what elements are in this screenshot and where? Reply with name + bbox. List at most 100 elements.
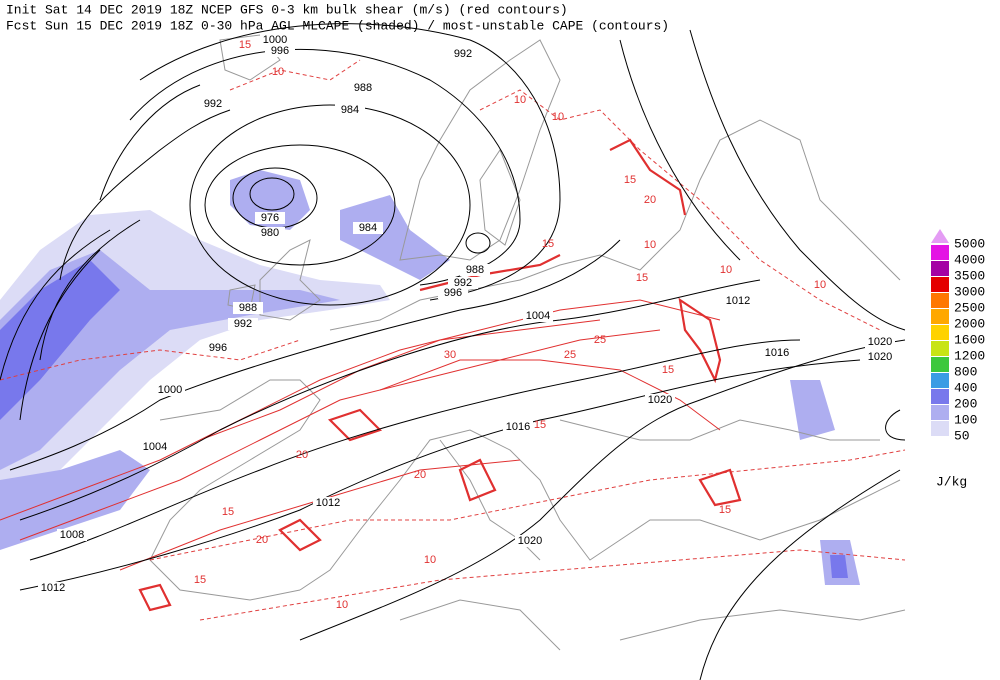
pressure-label: 988	[354, 82, 372, 94]
label-bg	[645, 394, 675, 406]
legend-swatch	[931, 229, 949, 243]
legend-swatch	[931, 357, 949, 372]
legend-label: 800	[954, 364, 977, 379]
pressure-label: 992	[234, 318, 252, 330]
label-bg	[503, 421, 533, 433]
shear-label: 15	[719, 504, 731, 516]
shear-label: 20	[256, 534, 268, 546]
isobars	[0, 23, 906, 680]
shear-label: 10	[720, 264, 732, 276]
pressure-label: 1004	[143, 441, 167, 453]
legend-swatch	[931, 325, 949, 340]
shear-contours	[0, 299, 721, 571]
pressure-label: 992	[454, 277, 472, 289]
label-bg	[313, 497, 343, 509]
pressure-label: 1008	[60, 529, 84, 541]
pressure-label: 1000	[158, 384, 182, 396]
legend-label: 3000	[954, 284, 985, 299]
pressure-label: 1012	[316, 497, 340, 509]
label-bg	[255, 227, 285, 239]
label-bg	[265, 45, 295, 57]
shear-label: 15	[222, 506, 234, 518]
label-bg	[348, 82, 378, 94]
legend-swatch	[931, 293, 949, 308]
pressure-label: 1020	[868, 336, 892, 348]
label-bg	[723, 295, 753, 307]
legend-swatch	[931, 373, 949, 388]
pressure-label: 1016	[765, 347, 789, 359]
shear-label: 25	[594, 334, 606, 346]
pressure-label: 992	[204, 98, 222, 110]
header-line1: Init Sat 14 DEC 2019 18Z NCEP GFS 0-3 km…	[6, 2, 568, 17]
label-bg	[255, 212, 285, 224]
legend-swatch	[931, 421, 949, 436]
pressure-label: 984	[341, 104, 359, 116]
label-bg	[865, 351, 895, 363]
legend-swatch	[931, 405, 949, 420]
pressure-label: 1012	[726, 295, 750, 307]
shear-label: 10	[514, 94, 526, 106]
pressure-label: 988	[239, 302, 257, 314]
shear-label: 15	[636, 272, 648, 284]
shear-label: 15	[542, 238, 554, 250]
shear-label: 25	[564, 349, 576, 361]
pressure-label: 976	[261, 212, 279, 224]
legend-label: 4000	[954, 252, 985, 267]
label-bg	[38, 582, 68, 594]
label-bg	[335, 104, 365, 116]
pressure-label: 1020	[518, 535, 542, 547]
legend-label: 1200	[954, 348, 985, 363]
shear-label: 15	[662, 364, 674, 376]
shear-labels: 15 10 10 15 10 15 20 25 30 25 20 15 20 15 10 15 10 15 20 15…	[194, 39, 826, 611]
shear-label: 15	[534, 419, 546, 431]
pressure-label: 1004	[526, 310, 550, 322]
label-bg	[233, 302, 263, 314]
shear-label: 10	[272, 66, 284, 78]
pressure-label: 1020	[868, 351, 892, 363]
shear-label: 10	[424, 554, 436, 566]
legend-label: 5000	[954, 236, 985, 251]
label-bg	[203, 342, 233, 354]
label-bg	[353, 222, 383, 234]
pressure-label: 988	[466, 264, 484, 276]
header-line2: Fcst Sun 15 DEC 2019 18Z 0-30 hPa AGL ML…	[6, 18, 669, 33]
legend-swatch	[931, 341, 949, 356]
legend-label: 1600	[954, 332, 985, 347]
shear-label: 10	[336, 599, 348, 611]
label-bg	[523, 310, 553, 322]
legend-label: 400	[954, 380, 977, 395]
pressure-label: 1020	[648, 394, 672, 406]
legend-swatch	[931, 309, 949, 324]
pressure-label: 1000	[263, 34, 287, 46]
pressure-label: 1016	[506, 421, 530, 433]
pressure-label: 984	[359, 222, 377, 234]
shear-label: 15	[624, 174, 636, 186]
pressure-label: 992	[454, 48, 472, 60]
legend-unit: J/kg	[936, 474, 967, 489]
label-bg	[438, 287, 468, 299]
legend-label: 100	[954, 412, 977, 427]
shear-label: 15	[239, 39, 251, 51]
shear-label: 20	[414, 469, 426, 481]
label-bg	[140, 441, 170, 453]
legend: 5000400035003000250020001600120080040020…	[931, 229, 985, 443]
legend-swatch	[931, 389, 949, 404]
shear-label: 10	[552, 111, 564, 123]
shear-label: 10	[644, 239, 656, 251]
shear-label: 20	[296, 449, 308, 461]
shear-label: 15	[194, 574, 206, 586]
label-bg	[762, 347, 792, 359]
label-bg	[155, 384, 185, 396]
label-bg	[57, 529, 87, 541]
label-bg	[448, 277, 478, 289]
label-bg	[448, 48, 478, 60]
coastlines	[149, 34, 906, 651]
shear-label: 30	[444, 349, 456, 361]
pressure-label: 996	[444, 287, 462, 299]
shear-label: 20	[644, 194, 656, 206]
pressure-label: 980	[261, 227, 279, 239]
legend-label: 200	[954, 396, 977, 411]
legend-label: 50	[954, 428, 970, 443]
